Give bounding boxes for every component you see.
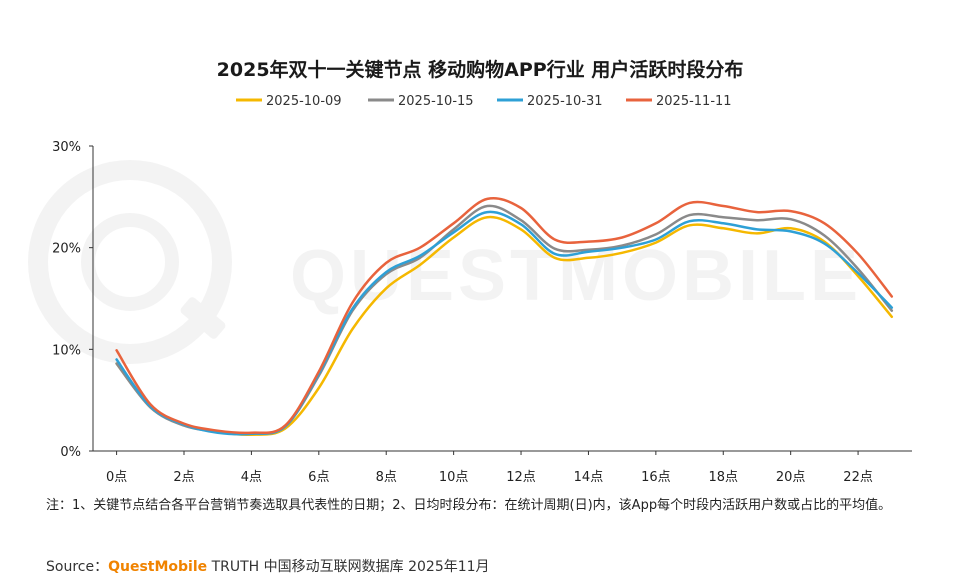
questmobile-watermark: QUESTMOBILE	[28, 160, 862, 364]
x-tick-label: 10点	[439, 470, 469, 485]
y-tick-label: 0%	[60, 445, 81, 460]
y-tick-label: 30%	[52, 140, 81, 155]
svg-text:QUESTMOBILE: QUESTMOBILE	[290, 236, 862, 316]
x-tick-label: 14点	[574, 470, 604, 485]
chart-title: 2025年双十一关键节点 移动购物APP行业 用户活跃时段分布	[217, 58, 744, 81]
source-line: Source：QuestMobile TRUTH 中国移动互联网数据库 2025…	[46, 556, 490, 576]
x-tick-label: 6点	[308, 470, 329, 485]
y-tick-label: 20%	[52, 242, 81, 257]
source-label: Source：	[46, 559, 109, 575]
x-tick-label: 18点	[708, 470, 738, 485]
x-tick-label: 8点	[376, 470, 397, 485]
legend-label: 2025-11-11	[656, 94, 732, 109]
x-tick-label: 0点	[106, 470, 127, 485]
chart-footnote: 注：1、关键节点结合各平台营销节奏选取具代表性的日期；2、日均时段分布：在统计周…	[46, 498, 892, 513]
x-tick-label: 2点	[173, 470, 194, 485]
series-line-2025-11-11	[115, 197, 894, 435]
chart-legend: 2025-10-09 2025-10-15 2025-10-31 2025-11-11	[236, 94, 732, 109]
x-tick-label: 4点	[241, 470, 262, 485]
source-text: TRUTH 中国移动互联网数据库 2025年11月	[207, 559, 490, 575]
legend-label: 2025-10-15	[398, 94, 474, 109]
x-tick-label: 22点	[843, 470, 873, 485]
chart-series-lines	[115, 197, 894, 437]
x-tick-label: 20点	[776, 470, 806, 485]
legend-label: 2025-10-09	[266, 94, 342, 109]
y-tick-label: 10%	[52, 343, 81, 358]
legend-label: 2025-10-31	[527, 94, 603, 109]
x-tick-label: 12点	[506, 470, 536, 485]
x-tick-label: 16点	[641, 470, 671, 485]
chart-axes: 0% 10% 20% 30% 0点 2点 4点 6点 8点 10点 12点 14点 16点 18点 20点 2…	[52, 140, 912, 485]
source-brand: QuestMobile	[108, 559, 208, 575]
